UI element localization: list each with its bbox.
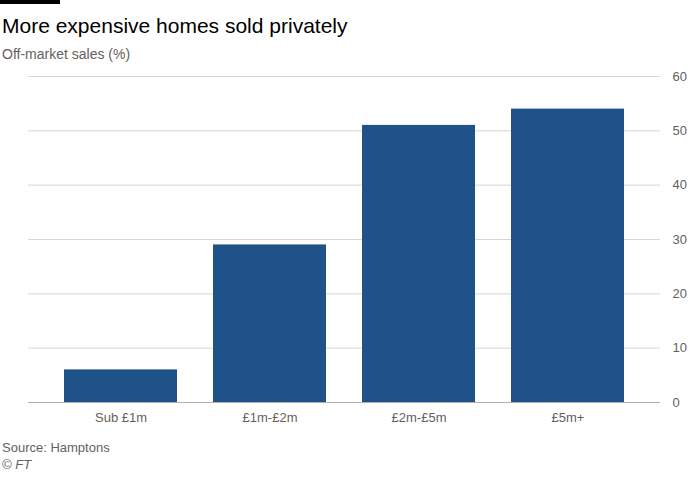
html-text:More expensive homes sold priv: More expensive homes sold privately <box>2 14 348 37</box>
svg-text:40: 40 <box>673 177 687 192</box>
svg-text:30: 30 <box>673 232 687 247</box>
svg-text:£5m+: £5m+ <box>552 410 585 425</box>
svg-text:£2m-£5m: £2m-£5m <box>392 410 447 425</box>
svg-text:10: 10 <box>673 340 687 355</box>
svg-text:Sub £1m: Sub £1m <box>95 410 147 425</box>
html-text:Off-market sales (%): Off-market sales (%) <box>2 46 131 62</box>
html-text:© FT: © FT <box>2 457 32 472</box>
svg-text:60: 60 <box>673 69 687 84</box>
svg-text:50: 50 <box>673 123 687 138</box>
html-text:Source: Hamptons: Source: Hamptons <box>2 440 110 455</box>
svg-text:£1m-£2m: £1m-£2m <box>243 410 298 425</box>
svg-text:0: 0 <box>673 395 680 410</box>
svg-text:20: 20 <box>673 286 687 301</box>
